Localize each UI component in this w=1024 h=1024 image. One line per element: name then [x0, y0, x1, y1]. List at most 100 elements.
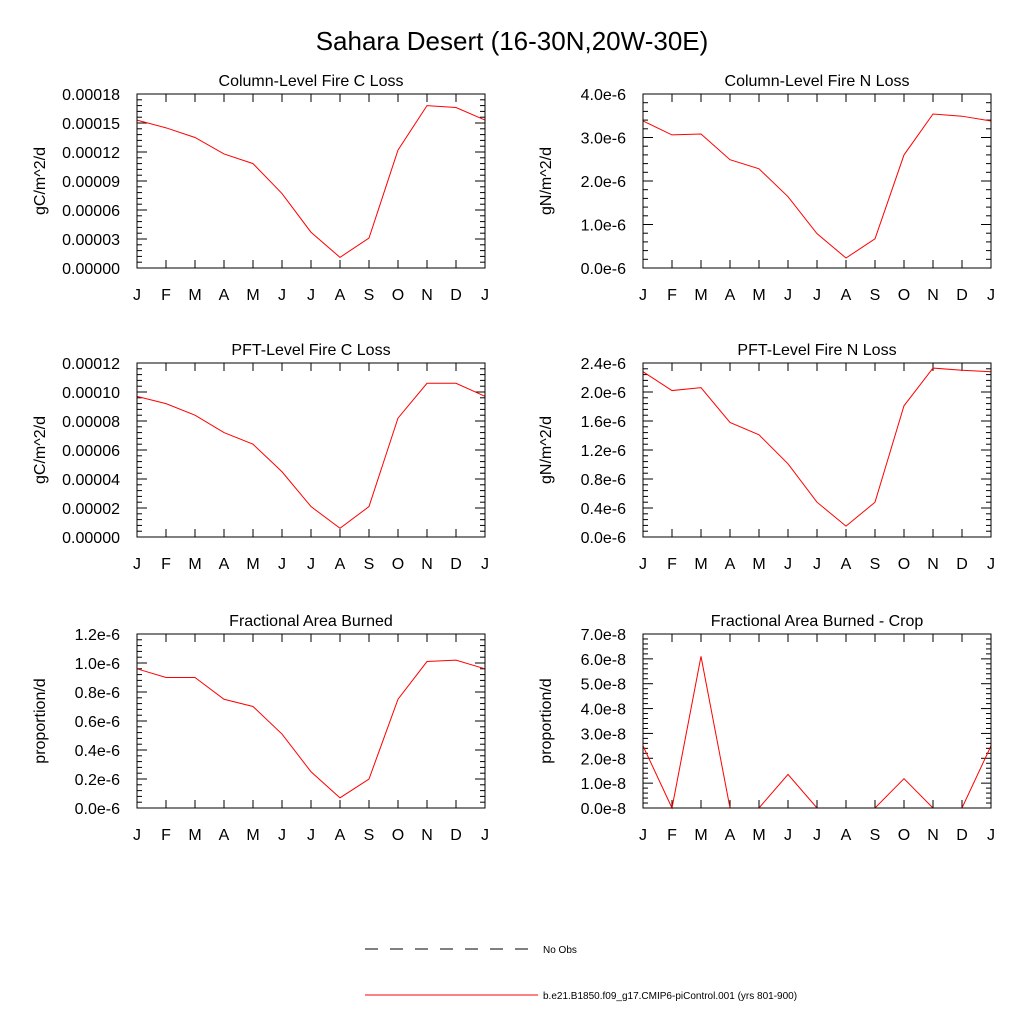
x-tick-label: F: [161, 556, 171, 573]
panel-1: Column-Level Fire C Loss gC/m^2/d 0.00000 0…: [32, 73, 489, 304]
plot-frame: [136, 633, 486, 809]
x-tick-label: S: [364, 827, 375, 844]
x-tick-label: A: [335, 287, 346, 304]
y-tick-label: 1.2e-6: [581, 443, 626, 460]
x-tick-label: D: [450, 287, 462, 304]
x-tick-label: J: [278, 556, 286, 573]
y-tick-label: 0.00006: [62, 443, 120, 460]
y-axis-label: proportion/d: [32, 678, 49, 763]
y-tick-label: 0.0e-6: [581, 530, 626, 547]
y-tick-label: 0.8e-6: [75, 685, 120, 702]
y-tick-label: 0.00006: [62, 203, 120, 220]
x-tick-label: J: [813, 287, 821, 304]
y-tick-label: 0.00010: [62, 385, 120, 402]
x-tick-label: J: [133, 287, 141, 304]
x-tick-label: O: [392, 556, 404, 573]
panel-title: PFT-Level Fire N Loss: [737, 342, 896, 359]
main-title: Sahara Desert (16-30N,20W-30E): [316, 26, 709, 56]
x-tick-label: J: [481, 287, 489, 304]
y-tick-label: 0.00018: [62, 87, 120, 104]
x-tick-label: J: [278, 287, 286, 304]
series-line: [642, 367, 992, 527]
y-tick-label: 1.0e-6: [581, 218, 626, 235]
y-tick-label: 1.0e-6: [75, 656, 120, 673]
x-tick-label: N: [927, 827, 939, 844]
x-tick-label: M: [246, 556, 259, 573]
y-tick-label: 0.00009: [62, 174, 120, 191]
series-line: [136, 659, 486, 799]
panel-6: Fractional Area Burned - Crop proportion/…: [538, 613, 995, 844]
x-tick-label: J: [307, 556, 315, 573]
x-tick-label: S: [870, 287, 881, 304]
x-tick-label: D: [956, 556, 968, 573]
x-tick-label: J: [784, 556, 792, 573]
y-tick-label: 0.00012: [62, 356, 120, 373]
x-tick-label: M: [694, 556, 707, 573]
panels: Column-Level Fire C Loss gC/m^2/d 0.00000 0…: [32, 73, 995, 844]
x-tick-label: A: [725, 287, 736, 304]
y-tick-label: 3.0e-6: [581, 131, 626, 148]
x-tick-label: S: [870, 827, 881, 844]
y-tick-label: 0.4e-6: [75, 743, 120, 760]
x-tick-label: D: [956, 287, 968, 304]
series-line: [136, 382, 486, 529]
x-tick-label: A: [219, 556, 230, 573]
x-tick-label: M: [188, 556, 201, 573]
x-tick-label: M: [752, 827, 765, 844]
x-tick-label: F: [161, 287, 171, 304]
y-tick-label: 6.0e-8: [581, 652, 626, 669]
panel-3: PFT-Level Fire C Loss gC/m^2/d 0.00000 0.00…: [32, 342, 489, 573]
y-tick-label: 0.2e-6: [75, 772, 120, 789]
y-tick-label: 2.0e-6: [581, 174, 626, 191]
y-tick-label: 0.00002: [62, 501, 120, 518]
x-tick-label: A: [335, 556, 346, 573]
x-tick-label: D: [956, 827, 968, 844]
x-tick-label: O: [392, 287, 404, 304]
panel-title: Fractional Area Burned: [229, 613, 393, 630]
plot-frame: [136, 362, 486, 538]
x-tick-label: O: [898, 556, 910, 573]
x-tick-label: D: [450, 556, 462, 573]
x-tick-label: N: [421, 827, 433, 844]
x-tick-label: J: [133, 827, 141, 844]
y-tick-label: 4.0e-8: [581, 702, 626, 719]
x-tick-label: J: [987, 287, 995, 304]
panel-title: Column-Level Fire N Loss: [725, 73, 910, 90]
y-tick-label: 0.00000: [62, 261, 120, 278]
x-tick-label: A: [219, 287, 230, 304]
y-tick-label: 0.6e-6: [75, 714, 120, 731]
y-axis-label: gN/m^2/d: [538, 147, 555, 215]
y-axis-label: gC/m^2/d: [32, 416, 49, 484]
x-tick-label: N: [927, 556, 939, 573]
y-tick-label: 0.00004: [62, 472, 120, 489]
x-tick-label: J: [813, 827, 821, 844]
x-tick-label: F: [667, 287, 677, 304]
panel-5: Fractional Area Burned proportion/d 0.0e-6…: [32, 613, 489, 844]
series-line: [642, 113, 992, 259]
x-tick-label: J: [987, 556, 995, 573]
panel-2: Column-Level Fire N Loss gN/m^2/d 0.0e-6 1.…: [538, 73, 995, 304]
x-tick-label: M: [752, 556, 765, 573]
x-tick-label: M: [752, 287, 765, 304]
panel-title: Fractional Area Burned - Crop: [711, 613, 924, 630]
x-tick-label: J: [784, 287, 792, 304]
x-tick-label: J: [133, 556, 141, 573]
x-tick-label: J: [639, 287, 647, 304]
panel-4: PFT-Level Fire N Loss gN/m^2/d 0.0e-6 0.4e-…: [538, 342, 995, 573]
panel-title: Column-Level Fire C Loss: [219, 73, 404, 90]
plot-frame: [642, 362, 992, 538]
x-tick-label: A: [219, 827, 230, 844]
y-tick-label: 0.00012: [62, 145, 120, 162]
y-tick-label: 0.00008: [62, 414, 120, 431]
x-tick-label: S: [364, 287, 375, 304]
y-tick-label: 5.0e-8: [581, 677, 626, 694]
x-tick-label: A: [725, 827, 736, 844]
y-tick-label: 0.00015: [62, 116, 120, 133]
x-tick-label: S: [870, 556, 881, 573]
x-tick-label: A: [725, 556, 736, 573]
x-tick-label: O: [898, 287, 910, 304]
y-tick-label: 0.00000: [62, 530, 120, 547]
legend-label-model: b.e21.B1850.f09_g17.CMIP6-piControl.001 …: [543, 991, 797, 1002]
y-axis-label: proportion/d: [538, 678, 555, 763]
x-tick-label: M: [188, 827, 201, 844]
